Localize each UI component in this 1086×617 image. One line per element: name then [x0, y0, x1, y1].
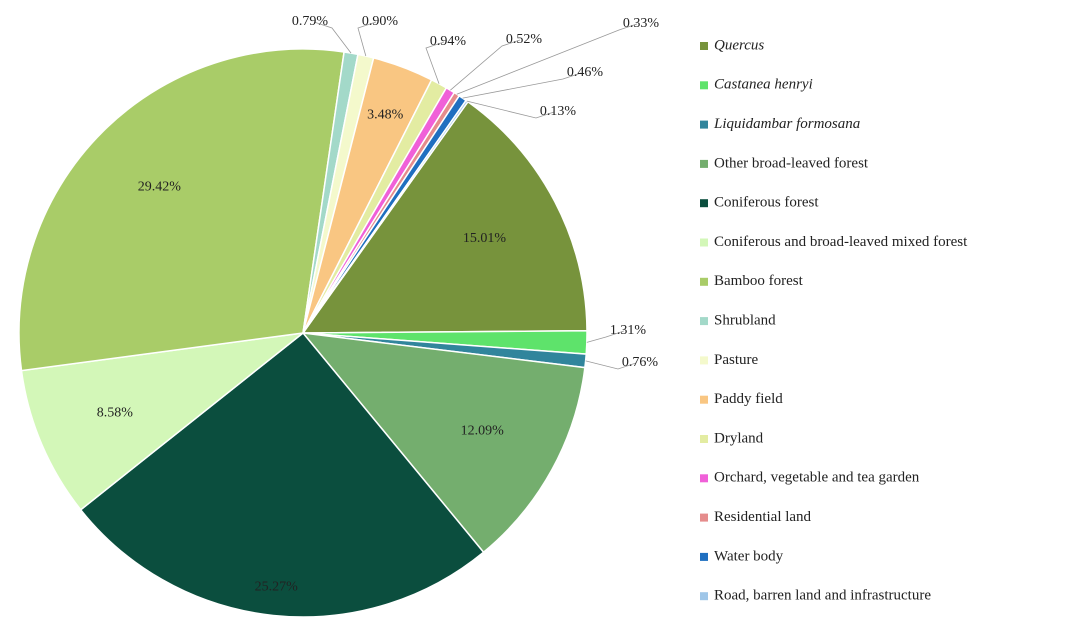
legend-swatch	[700, 81, 708, 90]
data-label: 0.46%	[567, 65, 604, 80]
data-label: 8.58%	[97, 405, 134, 420]
pie-slice	[301, 332, 586, 554]
legend-swatch	[700, 395, 708, 404]
data-label: 0.90%	[362, 14, 399, 29]
data-label: 1.31%	[610, 323, 647, 338]
data-label: 0.76%	[622, 355, 659, 370]
legend-swatch	[700, 42, 708, 50]
pie-slice	[301, 100, 588, 334]
legend-label: Orchard, vegetable and tea garden	[714, 470, 920, 486]
data-label: 15.01%	[463, 231, 507, 246]
legend-label: Dryland	[714, 430, 764, 446]
data-label: 12.09%	[461, 424, 505, 439]
legend-swatch	[700, 317, 708, 326]
data-label: 0.52%	[506, 32, 543, 47]
leader-line	[585, 360, 637, 370]
legend-label: Paddy field	[714, 391, 783, 407]
legend-swatch	[700, 199, 708, 208]
legend-label: Shrubland	[714, 313, 776, 329]
legend-swatch	[700, 435, 708, 443]
legend-swatch	[700, 513, 708, 522]
leader-line	[450, 39, 521, 91]
legend-swatch	[700, 552, 708, 561]
legend-label: Quercus	[714, 37, 764, 53]
legend-swatch	[700, 159, 708, 168]
legend-label: Liquidambar formosana	[713, 116, 860, 132]
legend-label: Coniferous forest	[714, 195, 819, 211]
leader-line	[586, 330, 625, 343]
data-label: 0.33%	[623, 16, 660, 31]
data-label: 0.13%	[540, 104, 577, 119]
legend-swatch	[700, 120, 708, 129]
data-label: 0.94%	[430, 34, 467, 49]
leader-line	[466, 100, 555, 119]
legend-label: Residential land	[714, 509, 812, 525]
data-label: 25.27%	[255, 579, 299, 594]
data-label: 29.42%	[138, 180, 182, 195]
pie-slice	[20, 331, 306, 511]
legend-label: Other broad-leaved forest	[714, 155, 869, 171]
legend-swatch	[700, 592, 708, 601]
legend-label: Coniferous and broad-leaved mixed forest	[714, 234, 968, 250]
leader-line	[313, 21, 352, 54]
pie-slice	[79, 331, 485, 617]
legend-label: Bamboo forest	[714, 273, 804, 289]
legend-swatch	[700, 356, 708, 365]
legend-swatch	[700, 474, 708, 483]
leader-line	[456, 23, 638, 95]
leader-line	[462, 72, 582, 99]
legend-swatch	[700, 238, 708, 247]
data-label: 0.79%	[292, 14, 329, 29]
pie-slice	[302, 99, 469, 334]
legend-label: Castanea henryi	[714, 77, 813, 93]
legend-label: Pasture	[714, 352, 759, 368]
legend-label: Water body	[714, 548, 784, 564]
data-label: 3.48%	[367, 107, 404, 122]
leader-line	[357, 21, 377, 57]
leader-line	[425, 41, 445, 84]
legend-label: Road, barren land and infrastructure	[714, 588, 931, 604]
pie-slice	[18, 48, 345, 372]
legend-swatch	[700, 277, 708, 286]
